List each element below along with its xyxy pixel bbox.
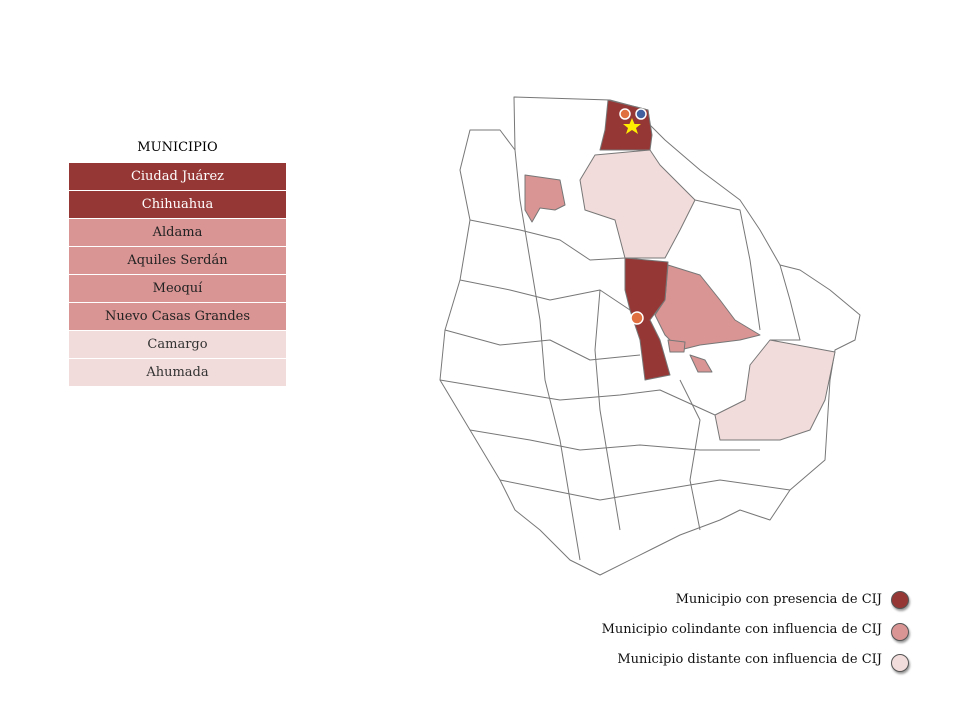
capital-star xyxy=(623,118,641,134)
municipal-borders xyxy=(469,219,626,261)
municipal-borders xyxy=(770,264,801,341)
table-row: Ahumada xyxy=(69,358,286,386)
legend-label: Municipio distante con influencia de CIJ xyxy=(617,652,882,667)
table-row: Chihuahua xyxy=(69,190,286,218)
municipal-borders xyxy=(469,429,760,451)
legend-label: Municipio colindante con influencia de C… xyxy=(601,622,882,637)
municipal-borders xyxy=(439,379,716,416)
region-medium xyxy=(524,174,566,223)
municipal-borders xyxy=(514,149,581,561)
legend-swatch xyxy=(891,591,909,609)
table-header: MUNICIPIO xyxy=(69,134,286,162)
municipal-borders xyxy=(694,199,761,331)
region-dark xyxy=(624,257,671,381)
table-row: Ciudad Juárez xyxy=(69,162,286,190)
cij-marker xyxy=(619,108,631,120)
municipal-borders xyxy=(459,279,631,311)
table-row: Meoquí xyxy=(69,274,286,302)
legend-swatch xyxy=(891,623,909,641)
region-medium xyxy=(667,339,686,353)
municipal-borders xyxy=(679,379,701,531)
region-light xyxy=(714,339,836,441)
cij-marker xyxy=(630,311,644,325)
table-row: Aldama xyxy=(69,218,286,246)
region-medium xyxy=(689,354,713,373)
legend-swatch xyxy=(891,654,909,672)
region-medium xyxy=(654,264,761,351)
legend-label: Municipio con presencia de CIJ xyxy=(675,592,882,607)
table-row: Nuevo Casas Grandes xyxy=(69,302,286,330)
municipal-borders xyxy=(499,479,791,501)
cij-marker xyxy=(635,108,647,120)
municipio-table: MUNICIPIO Ciudad Juárez Chihuahua Aldama… xyxy=(69,134,286,386)
municipal-borders xyxy=(594,289,621,531)
table-row: Aquiles Serdán xyxy=(69,246,286,274)
table-row: Camargo xyxy=(69,330,286,358)
municipal-borders xyxy=(444,329,641,361)
region-light xyxy=(579,149,696,259)
